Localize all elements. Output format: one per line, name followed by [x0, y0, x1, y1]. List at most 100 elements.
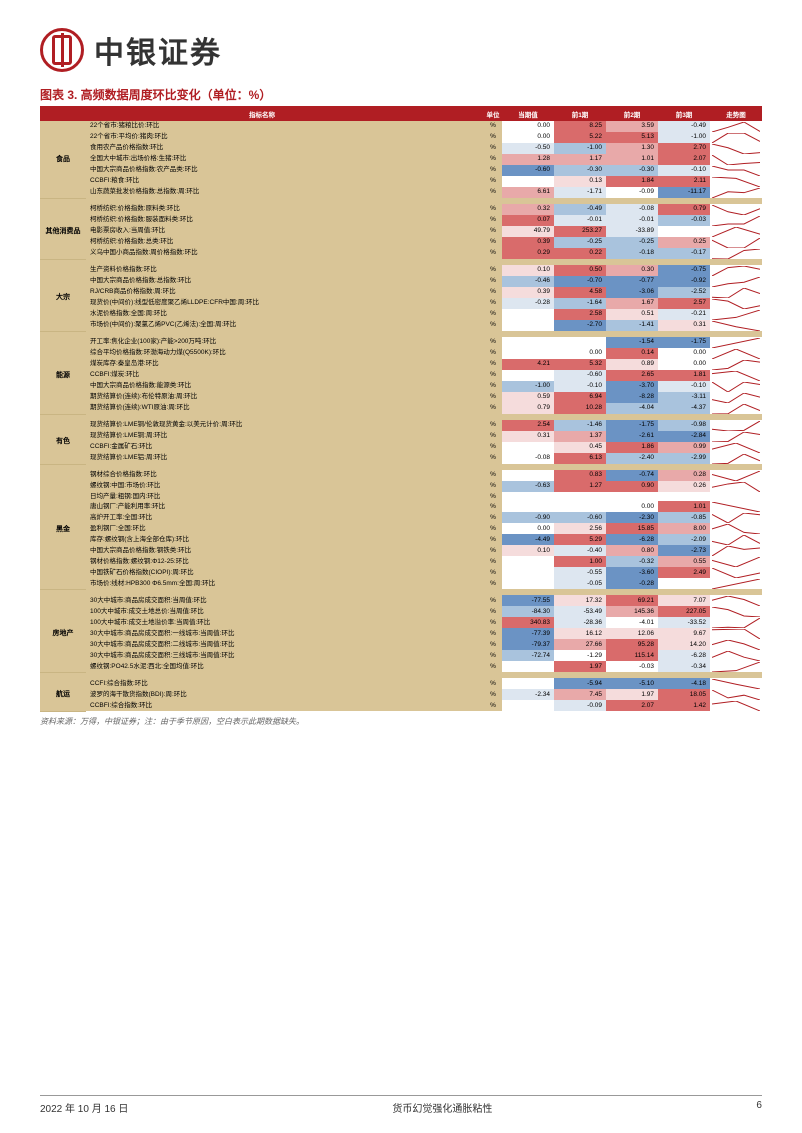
trend-cell: [710, 298, 762, 309]
value-cell: 0.14: [606, 348, 658, 359]
value-cell: -0.49: [658, 121, 710, 132]
table-row: 30大中城市:商品房成交面积:一线城市:当周值:环比%-77.3916.1212…: [40, 628, 762, 639]
value-cell: 0.50: [554, 265, 606, 276]
indicator-name: RJ/CRB商品价格指数:周:环比: [86, 287, 484, 298]
value-cell: 0.55: [658, 556, 710, 567]
unit-cell: %: [484, 689, 502, 700]
trend-cell: [710, 700, 762, 711]
unit-cell: %: [484, 650, 502, 661]
unit-cell: %: [484, 370, 502, 381]
value-cell: 1.17: [554, 154, 606, 165]
value-cell: -4.01: [606, 617, 658, 628]
value-cell: 5.13: [606, 132, 658, 143]
trend-cell: [710, 661, 762, 672]
value-cell: -77.39: [502, 628, 554, 639]
value-cell: 0.30: [606, 265, 658, 276]
table-row: 100大中城市:成交土地溢价率:当周值:环比%340.83-28.36-4.01…: [40, 617, 762, 628]
value-cell: -0.25: [606, 237, 658, 248]
table-row: 综合平均价格指数:环渤海动力煤(Q5500K):环比%0.000.140.00: [40, 348, 762, 359]
unit-cell: %: [484, 567, 502, 578]
value-cell: -28.36: [554, 617, 606, 628]
value-cell: [658, 226, 710, 237]
category-cell: 房地产: [40, 595, 86, 672]
value-cell: [502, 567, 554, 578]
indicator-name: 钢材综合价格指数:环比: [86, 470, 484, 481]
value-cell: -0.01: [606, 215, 658, 226]
value-cell: 8.00: [658, 523, 710, 534]
value-cell: -6.28: [606, 534, 658, 545]
indicator-name: CCBFI:粮食:环比: [86, 176, 484, 187]
value-cell: -2.09: [658, 534, 710, 545]
table-row: 现货价(中间价):线型低密度聚乙烯LLDPE:CFR中国:周:环比%-0.28-…: [40, 298, 762, 309]
indicator-name: 30大中城市:商品房成交面积:一线城市:当周值:环比: [86, 628, 484, 639]
table-row: 水泥价格指数:全国:周:环比%2.580.51-0.21: [40, 309, 762, 320]
unit-cell: %: [484, 556, 502, 567]
unit-cell: %: [484, 226, 502, 237]
value-cell: -0.75: [658, 265, 710, 276]
value-cell: 2.07: [606, 700, 658, 711]
indicator-name: 高炉开工率:全国:环比: [86, 512, 484, 523]
page: 中银证券 图表 3. 高频数据周度环比变化（单位：%） 指标名称 单位 当期值 …: [0, 0, 802, 727]
table-row: 钢材价格指数:螺纹钢:Φ12-25:环比%1.00-0.320.55: [40, 556, 762, 567]
trend-cell: [710, 320, 762, 331]
trend-cell: [710, 595, 762, 606]
unit-cell: %: [484, 431, 502, 442]
value-cell: 0.90: [606, 481, 658, 492]
unit-cell: %: [484, 678, 502, 689]
value-cell: -6.28: [658, 650, 710, 661]
unit-cell: %: [484, 165, 502, 176]
table-row: 航运CCFI:综合指数:环比%-5.94-5.10-4.18: [40, 678, 762, 689]
table-row: 有色现货结算价:LME铜/伦敦现货黄金:以美元计价:周:环比%2.54-1.46…: [40, 420, 762, 431]
table-row: 盈利钢厂:全国:环比%0.002.5615.858.00: [40, 523, 762, 534]
value-cell: 7.45: [554, 689, 606, 700]
value-cell: -0.05: [554, 578, 606, 589]
trend-cell: [710, 337, 762, 348]
unit-cell: %: [484, 381, 502, 392]
trend-cell: [710, 392, 762, 403]
value-cell: 1.01: [658, 501, 710, 512]
value-cell: 15.85: [606, 523, 658, 534]
value-cell: -0.10: [658, 165, 710, 176]
value-cell: 1.28: [502, 154, 554, 165]
value-cell: 2.70: [658, 143, 710, 154]
trend-cell: [710, 370, 762, 381]
value-cell: 227.05: [658, 606, 710, 617]
table-row: 波罗的海干散货指数(BDI):周:环比%-2.347.451.9718.05: [40, 689, 762, 700]
value-cell: -5.10: [606, 678, 658, 689]
value-cell: -0.17: [658, 248, 710, 259]
trend-cell: [710, 492, 762, 501]
value-cell: 1.81: [658, 370, 710, 381]
value-cell: 10.28: [554, 403, 606, 414]
value-cell: 0.00: [502, 121, 554, 132]
data-table: 指标名称 单位 当期值 前1期 前2期 前3期 走势图 食品22个省市:猪粮比价…: [40, 107, 762, 712]
value-cell: -2.52: [658, 287, 710, 298]
value-cell: -4.37: [658, 403, 710, 414]
value-cell: 1.37: [554, 431, 606, 442]
value-cell: 5.22: [554, 132, 606, 143]
value-cell: 0.22: [554, 248, 606, 259]
indicator-name: 22个省市:平均价:猪肉:环比: [86, 132, 484, 143]
unit-cell: %: [484, 309, 502, 320]
chart-title: 图表 3. 高频数据周度环比变化（单位：%）: [40, 86, 762, 107]
value-cell: 1.86: [606, 442, 658, 453]
table-row: 期货结算价(连续):布伦特原油:周:环比%0.596.94-8.28-3.11: [40, 392, 762, 403]
value-cell: 1.67: [606, 298, 658, 309]
value-cell: 7.07: [658, 595, 710, 606]
value-cell: -53.49: [554, 606, 606, 617]
value-cell: -1.64: [554, 298, 606, 309]
unit-cell: %: [484, 276, 502, 287]
table-row: 中国大宗商品价格指数:能源类:环比%-1.00-0.10-3.70-0.10: [40, 381, 762, 392]
unit-cell: %: [484, 578, 502, 589]
indicator-name: 电影票房收入:当周值:环比: [86, 226, 484, 237]
value-cell: -0.92: [658, 276, 710, 287]
value-cell: [502, 556, 554, 567]
value-cell: -0.10: [658, 381, 710, 392]
indicator-name: 中国铁矿石价格指数(CIOPI):周:环比: [86, 567, 484, 578]
unit-cell: %: [484, 298, 502, 309]
table-row: 柯桥纺织:价格指数:总类:环比%0.39-0.25-0.250.25: [40, 237, 762, 248]
indicator-name: 唐山钢厂:产能利用率:环比: [86, 501, 484, 512]
unit-cell: %: [484, 248, 502, 259]
value-cell: -0.03: [606, 661, 658, 672]
unit-cell: %: [484, 420, 502, 431]
value-cell: -0.85: [658, 512, 710, 523]
